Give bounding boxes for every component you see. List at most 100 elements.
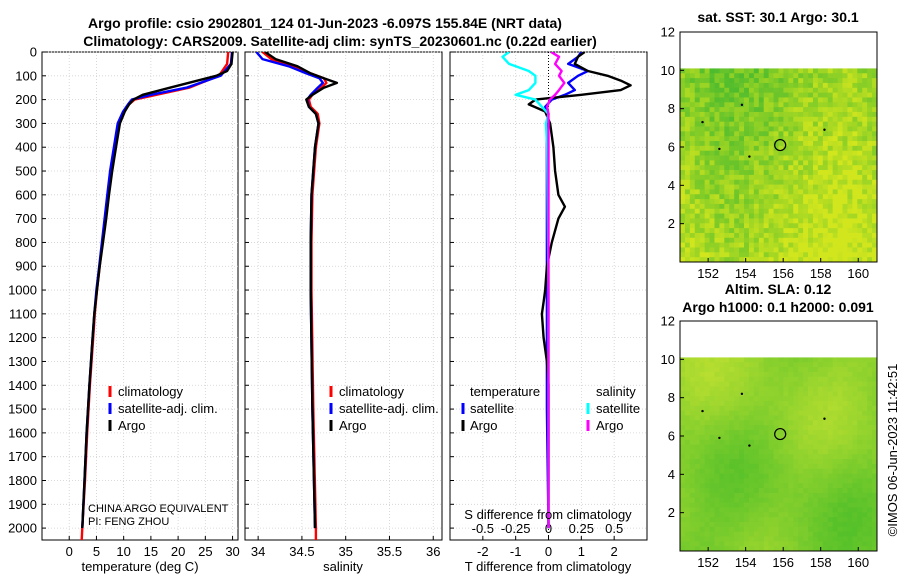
- heatmap-cell: [748, 145, 755, 152]
- heatmap-cell: [788, 111, 794, 118]
- depth-tick-label: 0: [30, 45, 37, 60]
- heatmap-cell: [763, 232, 770, 239]
- heatmap-cell: [714, 111, 720, 118]
- heatmap-cell: [852, 213, 858, 219]
- heatmap-cell: [862, 483, 868, 489]
- heatmap-cell: [783, 237, 789, 244]
- heatmap-cell: [783, 107, 789, 113]
- heatmap-cell: [758, 174, 765, 181]
- heatmap-cell: [857, 362, 863, 368]
- heatmap-cell: [694, 223, 701, 229]
- heatmap-cell: [758, 165, 765, 171]
- heatmap-cell: [753, 126, 760, 132]
- heatmap-cell: [872, 444, 878, 450]
- heatmap-cell: [748, 242, 755, 248]
- institution-annotation: CHINA ARGO EQUIVALENT: [88, 503, 229, 515]
- heatmap-cell: [783, 223, 789, 229]
- heatmap-cell: [812, 396, 819, 402]
- heatmap-cell: [739, 257, 745, 263]
- heatmap-cell: [694, 126, 701, 132]
- heatmap-cell: [872, 87, 878, 94]
- heatmap-cell: [684, 497, 691, 503]
- heatmap-cell: [783, 362, 789, 368]
- heatmap-cell: [793, 362, 799, 368]
- heatmap-cell: [699, 526, 706, 533]
- heatmap-cell: [680, 155, 686, 161]
- heatmap-cell: [773, 189, 779, 195]
- heatmap-cell: [714, 391, 720, 397]
- heatmap-cell: [684, 136, 691, 142]
- heatmap-cell: [744, 194, 750, 200]
- heatmap-cell: [857, 78, 863, 84]
- heatmap-cell: [872, 386, 878, 392]
- heatmap-cell: [812, 463, 819, 470]
- heatmap-cell: [798, 396, 804, 402]
- legend-label-argo: Argo: [339, 418, 366, 433]
- heatmap-cell: [744, 179, 750, 185]
- heatmap-cell: [783, 145, 789, 152]
- heatmap-cell: [793, 121, 799, 127]
- heatmap-cell: [714, 526, 720, 533]
- heatmap-cell: [773, 73, 779, 79]
- heatmap-cell: [803, 73, 809, 79]
- heatmap-cell: [857, 218, 863, 224]
- heatmap-cell: [729, 400, 735, 407]
- heatmap-cell: [837, 73, 843, 79]
- heatmap-cell: [817, 507, 824, 513]
- heatmap-cell: [684, 155, 691, 161]
- heatmap-cell: [744, 257, 750, 263]
- heatmap-cell: [704, 367, 710, 373]
- heatmap-cell: [827, 367, 834, 373]
- heatmap-cell: [793, 357, 799, 363]
- heatmap-cell: [803, 126, 809, 132]
- heatmap-cell: [778, 415, 784, 421]
- heatmap-cell: [847, 386, 853, 392]
- heatmap-cell: [714, 425, 720, 431]
- heatmap-cell: [817, 92, 824, 98]
- heatmap-cell: [798, 174, 804, 181]
- heatmap-cell: [872, 381, 878, 387]
- heatmap-cell: [867, 199, 873, 205]
- heatmap-cell: [837, 179, 843, 185]
- heatmap-cell: [817, 536, 824, 542]
- heatmap-cell: [734, 478, 740, 484]
- heatmap-cell: [798, 371, 804, 378]
- heatmap-cell: [793, 531, 799, 537]
- heatmap-cell: [793, 367, 799, 373]
- heatmap-cell: [724, 228, 730, 234]
- heatmap-cell: [724, 473, 730, 479]
- heatmap-cell: [788, 121, 794, 127]
- heatmap-cell: [827, 454, 834, 460]
- heatmap-cell: [753, 136, 760, 142]
- heatmap-cell: [748, 488, 755, 494]
- heatmap-cell: [832, 531, 838, 537]
- heatmap-cell: [709, 367, 715, 373]
- map-y-tick-label: 8: [668, 101, 675, 116]
- heatmap-cell: [867, 257, 873, 263]
- map-x-tick-label: 154: [735, 555, 757, 570]
- heatmap-cell: [872, 174, 878, 181]
- heatmap-cell: [714, 228, 720, 234]
- heatmap-cell: [788, 376, 794, 383]
- heatmap-cell: [847, 116, 853, 123]
- heatmap-cell: [808, 541, 814, 547]
- heatmap-cell: [704, 415, 710, 421]
- heatmap-cell: [704, 439, 710, 445]
- heatmap-cell: [783, 526, 789, 533]
- heatmap-cell: [798, 184, 804, 190]
- heatmap-cell: [817, 478, 824, 484]
- heatmap-cell: [680, 213, 686, 219]
- heatmap-cell: [808, 478, 814, 484]
- heatmap-cell: [744, 473, 750, 479]
- heatmap-cell: [812, 367, 819, 373]
- heatmap-cell: [817, 126, 824, 132]
- heatmap-cell: [832, 107, 838, 113]
- heatmap-cell: [689, 78, 696, 84]
- heatmap-cell: [714, 492, 720, 499]
- heatmap-cell: [724, 141, 730, 147]
- heatmap-cell: [748, 367, 755, 373]
- heatmap-cell: [694, 107, 701, 113]
- heatmap-cell: [763, 357, 770, 363]
- heatmap-cell: [862, 420, 868, 426]
- heatmap-cell: [734, 463, 740, 470]
